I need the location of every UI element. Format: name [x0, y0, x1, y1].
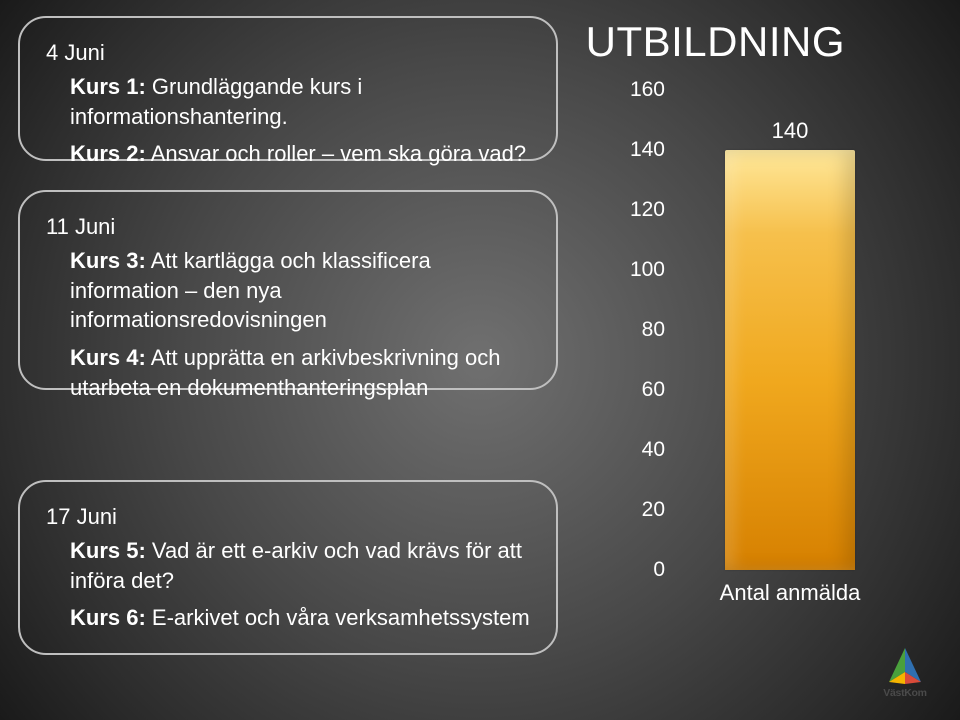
- course-2-label: Kurs 2:: [70, 141, 146, 166]
- y-tick: 80: [615, 318, 665, 342]
- chart-title: UTBILDNING: [586, 18, 845, 66]
- course-6: Kurs 6: E-arkivet och våra verksamhetssy…: [70, 603, 530, 633]
- logo: VästKom: [870, 646, 940, 706]
- x-axis-label: Antal anmälda: [670, 580, 910, 606]
- course-4: Kurs 4: Att upprätta en arkivbeskrivning…: [70, 343, 530, 402]
- course-2: Kurs 2: Ansvar och roller – vem ska göra…: [70, 139, 530, 169]
- course-4-label: Kurs 4:: [70, 345, 146, 370]
- course-5-label: Kurs 5:: [70, 538, 146, 563]
- date-1: 4 Juni: [46, 40, 530, 66]
- date-3: 17 Juni: [46, 504, 530, 530]
- course-3-label: Kurs 3:: [70, 248, 146, 273]
- info-box-1: 4 Juni Kurs 1: Grundläggande kurs i info…: [18, 16, 558, 161]
- info-box-3: 17 Juni Kurs 5: Vad är ett e-arkiv och v…: [18, 480, 558, 655]
- y-tick: 20: [615, 498, 665, 522]
- logo-icon: [883, 646, 927, 686]
- course-5: Kurs 5: Vad är ett e-arkiv och vad krävs…: [70, 536, 530, 595]
- course-6-text: E-arkivet och våra verksamhetssystem: [146, 605, 530, 630]
- bar-chart: 020406080100120140160140 Antal anmälda: [610, 90, 930, 610]
- date-2: 11 Juni: [46, 214, 530, 240]
- logo-text: VästKom: [870, 687, 940, 699]
- course-2-text: Ansvar och roller – vem ska göra vad?: [146, 141, 526, 166]
- bar: 140: [725, 150, 855, 570]
- y-tick: 140: [615, 138, 665, 162]
- course-1: Kurs 1: Grundläggande kurs i information…: [70, 72, 530, 131]
- y-tick: 120: [615, 198, 665, 222]
- course-1-label: Kurs 1:: [70, 74, 146, 99]
- bar-rect: [725, 150, 855, 570]
- y-tick: 40: [615, 438, 665, 462]
- bar-value-label: 140: [725, 118, 855, 144]
- y-tick: 60: [615, 378, 665, 402]
- plot-area: 020406080100120140160140: [670, 90, 910, 570]
- slide: UTBILDNING 4 Juni Kurs 1: Grundläggande …: [0, 0, 960, 720]
- y-tick: 160: [615, 78, 665, 102]
- course-6-label: Kurs 6:: [70, 605, 146, 630]
- course-3: Kurs 3: Att kartlägga och klassificera i…: [70, 246, 530, 335]
- info-box-2: 11 Juni Kurs 3: Att kartlägga och klassi…: [18, 190, 558, 390]
- y-tick: 0: [615, 558, 665, 582]
- y-tick: 100: [615, 258, 665, 282]
